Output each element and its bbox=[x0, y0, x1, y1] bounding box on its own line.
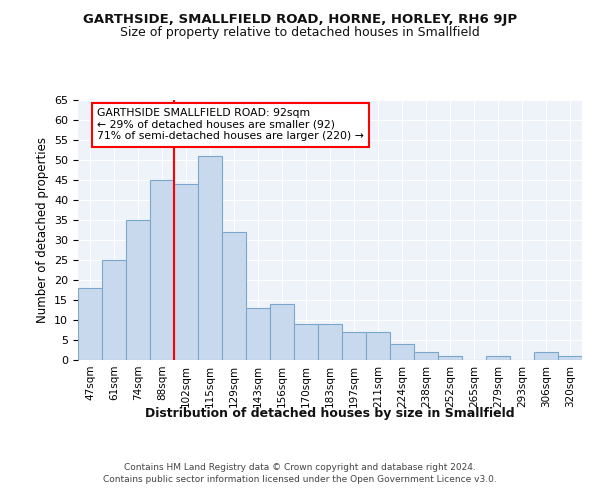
Bar bbox=[342, 332, 366, 360]
Text: Distribution of detached houses by size in Smallfield: Distribution of detached houses by size … bbox=[145, 408, 515, 420]
Bar bbox=[294, 324, 318, 360]
Bar bbox=[174, 184, 198, 360]
Text: GARTHSIDE, SMALLFIELD ROAD, HORNE, HORLEY, RH6 9JP: GARTHSIDE, SMALLFIELD ROAD, HORNE, HORLE… bbox=[83, 12, 517, 26]
Bar bbox=[366, 332, 390, 360]
Bar bbox=[414, 352, 438, 360]
Bar bbox=[534, 352, 558, 360]
Text: Contains public sector information licensed under the Open Government Licence v3: Contains public sector information licen… bbox=[103, 475, 497, 484]
Bar bbox=[438, 356, 462, 360]
Text: Size of property relative to detached houses in Smallfield: Size of property relative to detached ho… bbox=[120, 26, 480, 39]
Bar bbox=[246, 308, 270, 360]
Bar bbox=[318, 324, 342, 360]
Text: GARTHSIDE SMALLFIELD ROAD: 92sqm
← 29% of detached houses are smaller (92)
71% o: GARTHSIDE SMALLFIELD ROAD: 92sqm ← 29% o… bbox=[97, 108, 364, 141]
Bar bbox=[102, 260, 126, 360]
Text: Contains HM Land Registry data © Crown copyright and database right 2024.: Contains HM Land Registry data © Crown c… bbox=[124, 462, 476, 471]
Bar bbox=[222, 232, 246, 360]
Bar bbox=[198, 156, 222, 360]
Bar bbox=[390, 344, 414, 360]
Bar bbox=[126, 220, 150, 360]
Y-axis label: Number of detached properties: Number of detached properties bbox=[35, 137, 49, 323]
Bar bbox=[150, 180, 174, 360]
Bar bbox=[486, 356, 510, 360]
Bar bbox=[78, 288, 102, 360]
Bar bbox=[558, 356, 582, 360]
Bar bbox=[270, 304, 294, 360]
